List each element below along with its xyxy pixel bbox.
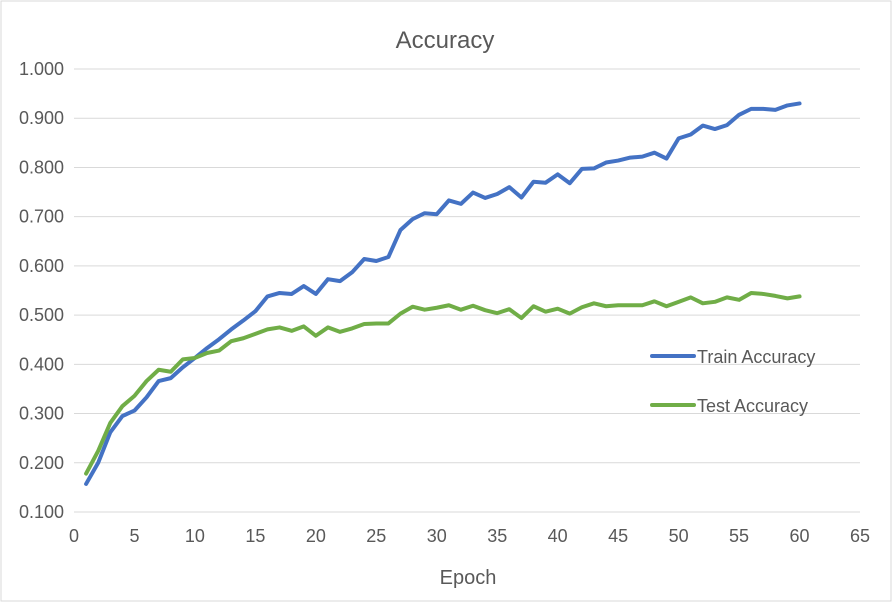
x-tick-label: 25 xyxy=(366,526,386,546)
y-tick-label: 0.800 xyxy=(19,157,64,177)
x-tick-label: 15 xyxy=(245,526,265,546)
x-tick-label: 5 xyxy=(129,526,139,546)
series-lines xyxy=(84,101,802,486)
gridlines xyxy=(74,68,860,513)
legend-label: Train Accuracy xyxy=(697,347,815,367)
x-tick-label: 30 xyxy=(427,526,447,546)
x-tick-label: 0 xyxy=(69,526,79,546)
y-tick-label: 0.700 xyxy=(19,207,64,227)
x-tick-label: 40 xyxy=(548,526,568,546)
x-tick-label: 65 xyxy=(850,526,870,546)
y-tick-label: 0.300 xyxy=(19,404,64,424)
x-tick-label: 20 xyxy=(306,526,326,546)
x-axis-tick-labels: 0 5 10 15 20 25 30 35 40 45 50 55 60 65 xyxy=(69,526,870,546)
x-tick-label: 10 xyxy=(185,526,205,546)
y-tick-label: 0.100 xyxy=(19,502,64,522)
y-tick-label: 0.600 xyxy=(19,256,64,276)
y-axis-tick-labels: 0.100 0.200 0.300 0.400 0.500 0.600 0.700 0.800… xyxy=(19,59,64,522)
y-tick-label: 0.500 xyxy=(19,305,64,325)
x-axis-title: Epoch xyxy=(440,567,497,589)
x-tick-label: 55 xyxy=(729,526,749,546)
x-tick-label: 35 xyxy=(487,526,507,546)
y-tick-label: 0.900 xyxy=(19,108,64,128)
chart-title: Accuracy xyxy=(396,27,495,54)
x-tick-label: 50 xyxy=(669,526,689,546)
legend-label: Test Accuracy xyxy=(697,396,808,416)
y-tick-label: 1.000 xyxy=(19,59,64,79)
legend: Train Accuracy Test Accuracy xyxy=(650,347,815,416)
x-tick-label: 60 xyxy=(790,526,810,546)
y-tick-label: 0.400 xyxy=(19,354,64,374)
x-tick-label: 45 xyxy=(608,526,628,546)
y-tick-label: 0.200 xyxy=(19,453,64,473)
series-line-test-accuracy xyxy=(84,290,802,476)
series-line-train-accuracy xyxy=(84,101,802,486)
